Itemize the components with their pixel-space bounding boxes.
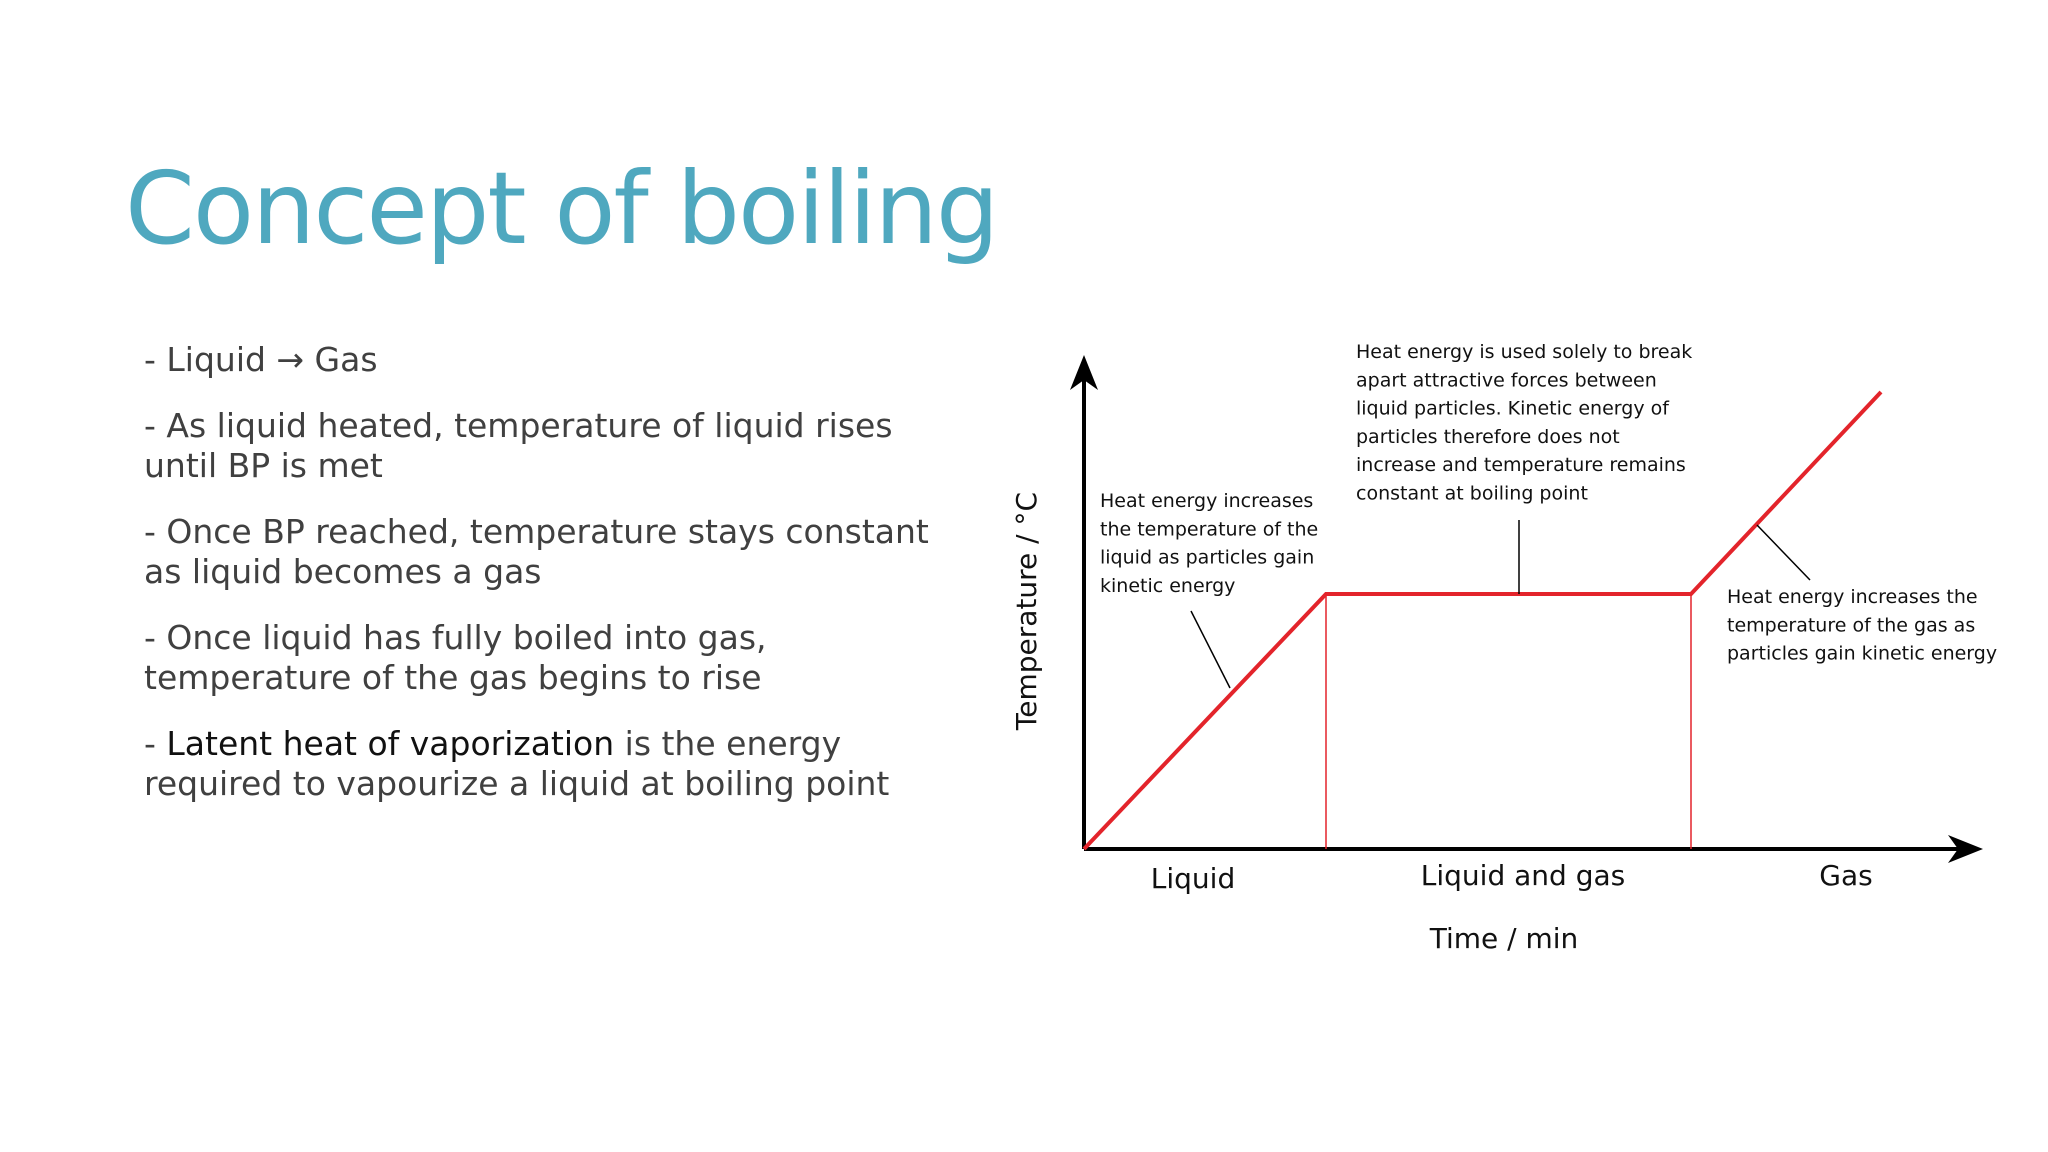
pointer-line: [1756, 524, 1811, 581]
y-axis-label: Temperature / °C: [1010, 492, 1043, 731]
slide-title: Concept of boiling: [125, 150, 999, 267]
annotation-line: constant at boiling point: [1356, 483, 1588, 505]
bullet-prefix: -: [144, 724, 167, 763]
phase-label: Liquid: [1151, 862, 1235, 895]
annotation-line: particles gain kinetic energy: [1727, 643, 1997, 665]
annotation-line: apart attractive forces between: [1356, 369, 1657, 391]
annotation-line: increase and temperature remains: [1356, 454, 1686, 476]
annotation-line: particles therefore does not: [1356, 426, 1620, 448]
annotation-line: Heat energy is used solely to break: [1356, 341, 1692, 363]
heating-curve: [1082, 390, 1883, 851]
bullet: - Liquid → Gas: [144, 340, 378, 379]
bullet-text: is the energy required to vapourize a li…: [144, 724, 890, 803]
x-axis-label: Time / min: [1429, 922, 1579, 955]
annotation-line: liquid as particles gain: [1100, 547, 1314, 569]
bullet: - Once BP reached, temperature stays con…: [144, 512, 929, 591]
annotation-line: temperature of the gas as: [1727, 614, 1975, 636]
y-axis-arrow: [1070, 355, 1098, 390]
phase-label: Liquid and gas: [1421, 859, 1625, 892]
bullet-list: - Liquid → Gas - As liquid heated, tempe…: [144, 340, 944, 830]
bullet: - Once liquid has fully boiled into gas,…: [144, 618, 767, 697]
pointer-line: [1190, 610, 1231, 689]
annotation-line: kinetic energy: [1100, 575, 1235, 597]
x-axis-arrow: [1948, 835, 1983, 863]
annotation-line: liquid particles. Kinetic energy of: [1356, 398, 1670, 420]
annotation-line: the temperature of the: [1100, 518, 1318, 540]
annotations: Heat energy increases the temperature of …: [1100, 341, 1997, 665]
key-term: Latent heat of vaporization: [166, 724, 615, 763]
phase-label: Gas: [1819, 859, 1872, 892]
bullet: - Latent heat of vaporization is the ene…: [144, 724, 944, 804]
bullet: - As liquid heated, temperature of liqui…: [144, 406, 893, 485]
annotation-line: Heat energy increases the: [1727, 586, 1978, 608]
annotation-line: Heat energy increases: [1100, 490, 1313, 512]
